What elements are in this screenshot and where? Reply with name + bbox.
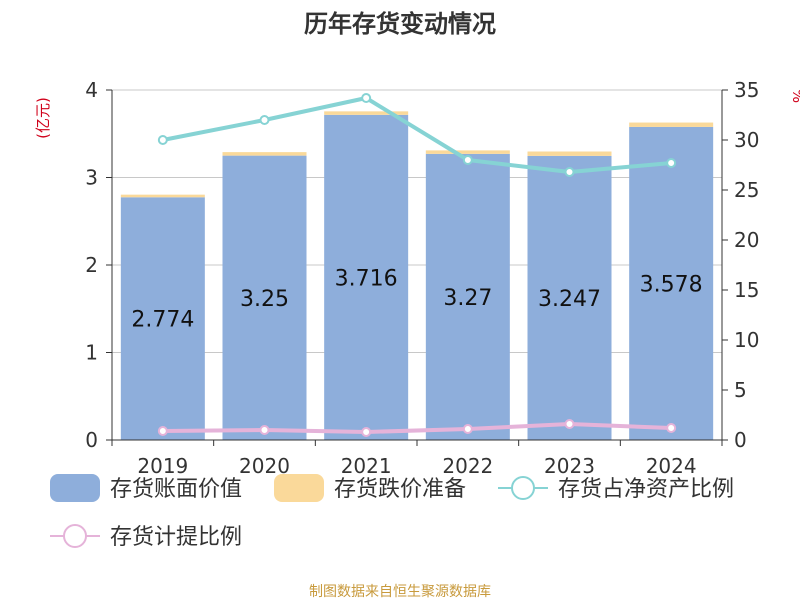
x-tick-label: 2022 xyxy=(442,454,493,478)
x-tick-label: 2023 xyxy=(544,454,595,478)
bar-provision xyxy=(120,194,205,198)
legend-marker-symbol xyxy=(511,476,535,500)
bar-book-value xyxy=(527,155,612,440)
right-tick-label: 15 xyxy=(734,278,759,302)
right-axis-unit: % xyxy=(789,89,800,103)
bar-book-value xyxy=(120,197,205,440)
left-tick-label: 2 xyxy=(85,253,98,277)
right-tick-label: 5 xyxy=(734,378,747,402)
series-point xyxy=(361,93,372,103)
x-tick-label: 2024 xyxy=(646,454,697,478)
legend-swatch xyxy=(274,474,324,502)
bar-value-label: 3.27 xyxy=(443,286,492,311)
series-line xyxy=(162,96,672,174)
legend-marker-symbol xyxy=(63,524,87,548)
right-tick-label: 10 xyxy=(734,328,759,352)
series-point xyxy=(157,135,168,145)
left-tick-label: 3 xyxy=(85,166,98,190)
right-tick-label: 35 xyxy=(734,78,759,102)
left-tick-label: 1 xyxy=(85,341,98,365)
legend-label: 存货占净资产比例 xyxy=(558,477,734,502)
right-tick-label: 20 xyxy=(734,228,759,252)
right-tick-label: 25 xyxy=(734,178,759,202)
series-point xyxy=(259,425,270,435)
lines xyxy=(157,93,677,437)
legend-label: 存货跌价准备 xyxy=(334,477,466,502)
bar-book-value xyxy=(324,114,409,440)
bars xyxy=(120,111,714,441)
series-line xyxy=(162,422,672,434)
right-tick-label: 0 xyxy=(734,428,747,452)
left-tick-label: 4 xyxy=(85,78,98,102)
series-point xyxy=(564,167,575,177)
source-note: 制图数据来自恒生聚源数据库 xyxy=(309,584,491,600)
series-point xyxy=(564,419,575,429)
legend-item: 存货跌价准备 xyxy=(274,474,466,502)
legend-item: 存货账面价值 xyxy=(50,474,242,502)
series-point xyxy=(361,427,372,437)
x-tick-label: 2020 xyxy=(239,454,290,478)
bar-book-value xyxy=(629,126,714,441)
bar-provision xyxy=(527,151,612,156)
legend-label: 存货计提比例 xyxy=(110,525,242,550)
legend-swatch xyxy=(50,474,100,502)
bar-value-labels: 2.774 3.25 3.716 3.27 3.247 3.578 xyxy=(131,266,702,332)
left-tick-label: 0 xyxy=(85,428,98,452)
series-point xyxy=(259,115,270,125)
bar-value-label: 3.716 xyxy=(335,266,398,291)
bar-provision xyxy=(629,122,714,127)
series-point xyxy=(666,158,677,168)
series-point xyxy=(157,426,168,436)
x-tick-label: 2021 xyxy=(341,454,392,478)
series-point xyxy=(462,424,473,434)
legend-item: 存货计提比例 xyxy=(50,524,242,550)
left-axis-unit: (亿元) xyxy=(34,97,52,139)
x-tick-label: 2019 xyxy=(137,454,188,478)
series-point xyxy=(462,155,473,165)
bar-value-label: 3.247 xyxy=(538,287,601,312)
series-point xyxy=(666,423,677,433)
legend-label: 存货账面价值 xyxy=(110,477,242,502)
bar-value-label: 3.25 xyxy=(240,287,289,312)
bar-value-label: 3.578 xyxy=(640,272,703,297)
axes: 0 1 2 3 4 0 5 10 15 20 25 30 35 2019 2020 2021 2022 2023 2… xyxy=(85,78,800,478)
bar-provision xyxy=(324,111,409,115)
bar-book-value xyxy=(222,155,307,440)
bar-value-label: 2.774 xyxy=(131,308,194,333)
bar-book-value xyxy=(425,153,510,440)
bar-provision xyxy=(425,150,510,154)
chart-title: 历年存货变动情况 xyxy=(304,10,496,38)
right-tick-label: 30 xyxy=(734,128,759,152)
bar-provision xyxy=(222,152,307,156)
gridlines xyxy=(112,89,722,353)
legend-item: 存货占净资产比例 xyxy=(498,476,734,502)
